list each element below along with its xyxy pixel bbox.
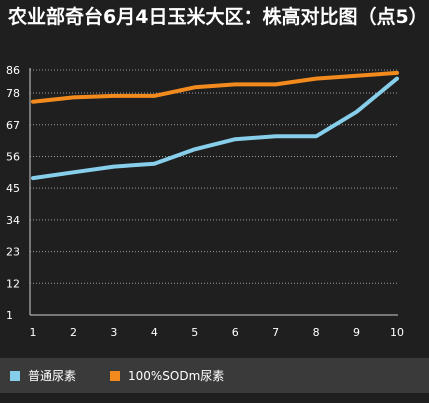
x-tick-label: 2 xyxy=(70,326,77,339)
y-tick-label: 67 xyxy=(6,119,20,132)
y-tick-label: 78 xyxy=(6,87,20,100)
axes xyxy=(29,68,398,316)
x-tick-label: 3 xyxy=(110,326,117,339)
grid-lines xyxy=(30,69,398,284)
x-tick-label: 4 xyxy=(151,326,158,339)
legend-label-series-2: 100%SODm尿素 xyxy=(128,369,225,383)
series-lines xyxy=(31,70,399,181)
x-tick-label: 9 xyxy=(353,326,360,339)
y-tick-label: 23 xyxy=(6,246,20,259)
x-tick-label: 1 xyxy=(30,326,37,339)
chart-title: 农业部奇台6月4日玉米大区：株高对比图（点5） xyxy=(8,6,428,28)
x-tick-label: 7 xyxy=(272,326,279,339)
series-line-2 xyxy=(31,70,399,104)
y-tick-label: 56 xyxy=(6,150,20,163)
y-tick-label: 12 xyxy=(6,277,20,290)
bottom-strip xyxy=(0,393,429,403)
x-tick-label: 10 xyxy=(390,326,404,339)
y-tick-label: 1 xyxy=(6,309,13,322)
y-tick-labels: 1 12 23 34 45 56 67 78 86 xyxy=(6,64,20,322)
legend-label-series-1: 普通尿素 xyxy=(28,369,77,383)
series-line-1 xyxy=(31,76,399,181)
legend: 普通尿素 100%SODm尿素 xyxy=(0,358,429,393)
y-tick-label: 86 xyxy=(6,64,20,77)
y-tick-label: 45 xyxy=(6,182,20,195)
legend-swatch-series-1 xyxy=(10,371,20,381)
x-tick-labels: 1 2 3 4 5 6 7 8 9 10 xyxy=(30,326,405,339)
y-tick-label: 34 xyxy=(6,214,20,227)
x-tick-label: 6 xyxy=(232,326,239,339)
legend-item-series-2[interactable]: 100%SODm尿素 xyxy=(110,368,224,384)
legend-item-series-1[interactable]: 普通尿素 xyxy=(10,368,76,384)
x-tick-label: 8 xyxy=(313,326,320,339)
legend-swatch-series-2 xyxy=(110,371,120,381)
x-tick-label: 5 xyxy=(191,326,198,339)
